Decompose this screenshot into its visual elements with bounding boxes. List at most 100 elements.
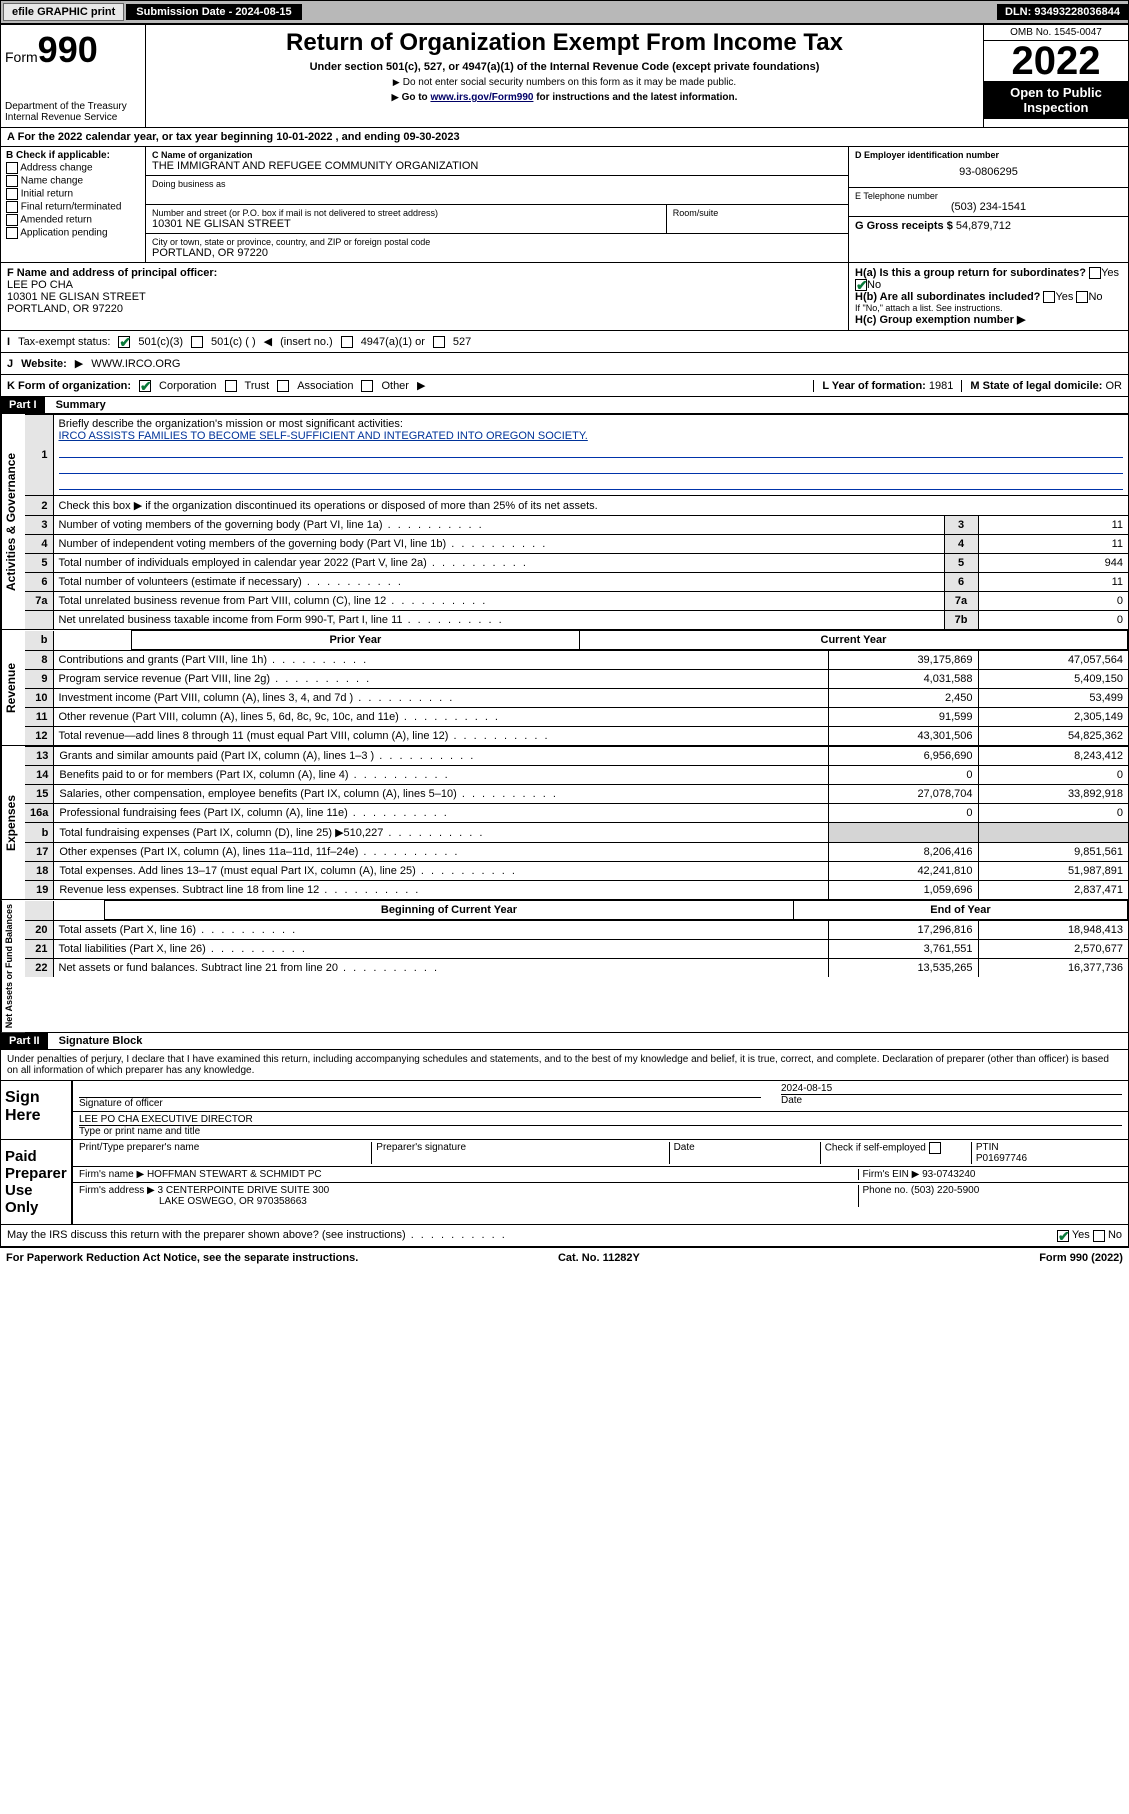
mission-text: IRCO ASSISTS FAMILIES TO BECOME SELF-SUF… xyxy=(59,430,588,442)
hb-no[interactable] xyxy=(1076,291,1088,303)
officer-addr2: PORTLAND, OR 97220 xyxy=(7,303,842,315)
may-irs-row: May the IRS discuss this return with the… xyxy=(0,1225,1129,1246)
table-row: 19Revenue less expenses. Subtract line 1… xyxy=(25,881,1128,900)
hdr-end: End of Year xyxy=(793,901,1127,920)
table-row: 7aTotal unrelated business revenue from … xyxy=(25,592,1128,611)
check-application-pending[interactable]: Application pending xyxy=(6,227,140,239)
org-name: THE IMMIGRANT AND REFUGEE COMMUNITY ORGA… xyxy=(152,160,842,172)
ptin-value: P01697746 xyxy=(976,1153,1027,1164)
top-bar: efile GRAPHIC print Submission Date - 20… xyxy=(0,0,1129,24)
sign-here-label: Sign Here xyxy=(1,1081,71,1139)
table-row: 11Other revenue (Part VIII, column (A), … xyxy=(25,708,1128,727)
may-irs-yes[interactable] xyxy=(1057,1230,1069,1242)
table-row: 6Total number of volunteers (estimate if… xyxy=(25,573,1128,592)
table-row: Net unrelated business taxable income fr… xyxy=(25,611,1128,630)
table-row: 9Program service revenue (Part VIII, lin… xyxy=(25,670,1128,689)
part1-title: Summary xyxy=(48,397,114,413)
identity-block: B Check if applicable: Address change Na… xyxy=(0,147,1129,263)
section-b-label: B Check if applicable: xyxy=(6,150,110,161)
gross-value: 54,879,712 xyxy=(956,220,1011,232)
check-527[interactable] xyxy=(433,336,445,348)
table-row: 20Total assets (Part X, line 16)17,296,8… xyxy=(25,921,1128,940)
officer-block: F Name and address of principal officer:… xyxy=(0,263,1129,331)
table-row: 12Total revenue—add lines 8 through 11 (… xyxy=(25,727,1128,746)
form-title: Return of Organization Exempt From Incom… xyxy=(154,29,975,57)
form-ref: Form 990 (2022) xyxy=(1039,1252,1123,1264)
dba-label: Doing business as xyxy=(152,179,842,189)
dept-label: Department of the Treasury xyxy=(5,101,141,112)
street-value: 10301 NE GLISAN STREET xyxy=(152,218,660,230)
hc-question: H(c) Group exemption number ▶ xyxy=(855,313,1122,326)
check-association[interactable] xyxy=(277,380,289,392)
check-final-return[interactable]: Final return/terminated xyxy=(6,201,140,213)
officer-label: F Name and address of principal officer: xyxy=(7,267,842,279)
check-address-change[interactable]: Address change xyxy=(6,162,140,174)
table-row: 3Number of voting members of the governi… xyxy=(25,516,1128,535)
irs-link[interactable]: www.irs.gov/Form990 xyxy=(430,92,533,103)
ha-no[interactable] xyxy=(855,279,867,291)
year-formation: 1981 xyxy=(929,380,953,392)
table-row: 8Contributions and grants (Part VIII, li… xyxy=(25,651,1128,670)
table-row: bTotal fundraising expenses (Part IX, co… xyxy=(25,823,1128,843)
declaration: Under penalties of perjury, I declare th… xyxy=(0,1050,1129,1081)
check-trust[interactable] xyxy=(225,380,237,392)
open-inspection: Open to Public Inspection xyxy=(984,81,1128,119)
street-label: Number and street (or P.O. box if mail i… xyxy=(152,208,660,218)
page-footer: For Paperwork Reduction Act Notice, see … xyxy=(0,1247,1129,1268)
k-row: K Form of organization: Corporation Trus… xyxy=(0,375,1129,397)
note-ssn: Do not enter social security numbers on … xyxy=(154,77,975,88)
city-label: City or town, state or province, country… xyxy=(152,237,842,247)
ein-value: 93-0806295 xyxy=(855,160,1122,184)
firm-ein: 93-0743240 xyxy=(922,1169,975,1180)
submission-date: Submission Date - 2024-08-15 xyxy=(126,4,301,20)
website-value: WWW.IRCO.ORG xyxy=(91,358,180,370)
check-name-change[interactable]: Name change xyxy=(6,175,140,187)
ha-question: H(a) Is this a group return for subordin… xyxy=(855,267,1122,291)
may-irs-no[interactable] xyxy=(1093,1230,1105,1242)
gross-label: G Gross receipts $ xyxy=(855,220,953,232)
ein-label: D Employer identification number xyxy=(855,150,1122,160)
prep-sig-label: Preparer's signature xyxy=(372,1142,669,1164)
table-row: 17Other expenses (Part IX, column (A), l… xyxy=(25,843,1128,862)
sig-date: 2024-08-15 xyxy=(781,1083,1122,1094)
website-row: J Website: ▶ WWW.IRCO.ORG xyxy=(0,353,1129,375)
part1-header: Part I xyxy=(1,397,45,413)
efile-button[interactable]: efile GRAPHIC print xyxy=(3,3,124,21)
dln-label: DLN: 93493228036844 xyxy=(997,4,1128,20)
table-row: 10Investment income (Part VIII, column (… xyxy=(25,689,1128,708)
note-link: Go to www.irs.gov/Form990 for instructio… xyxy=(154,92,975,103)
officer-addr1: 10301 NE GLISAN STREET xyxy=(7,291,842,303)
check-amended[interactable]: Amended return xyxy=(6,214,140,226)
side-governance: Activities & Governance xyxy=(1,414,25,629)
firm-addr: 3 CENTERPOINTE DRIVE SUITE 300 xyxy=(158,1185,330,1196)
hb-yes[interactable] xyxy=(1043,291,1055,303)
legal-domicile: OR xyxy=(1106,380,1123,392)
cat-no: Cat. No. 11282Y xyxy=(558,1252,640,1264)
officer-typed: LEE PO CHA EXECUTIVE DIRECTOR xyxy=(79,1114,1122,1125)
org-name-label: C Name of organization xyxy=(152,150,842,160)
check-501c[interactable] xyxy=(191,336,203,348)
prep-name-label: Print/Type preparer's name xyxy=(79,1142,372,1164)
check-501c3[interactable] xyxy=(118,336,130,348)
table-row: 16aProfessional fundraising fees (Part I… xyxy=(25,804,1128,823)
hb-question: H(b) Are all subordinates included? Yes … xyxy=(855,291,1122,303)
table-row: 4Number of independent voting members of… xyxy=(25,535,1128,554)
check-4947[interactable] xyxy=(341,336,353,348)
check-initial-return[interactable]: Initial return xyxy=(6,188,140,200)
hdr-beginning: Beginning of Current Year xyxy=(105,901,794,920)
table-row: 21Total liabilities (Part X, line 26)3,7… xyxy=(25,940,1128,959)
check-corporation[interactable] xyxy=(139,380,151,392)
firm-phone: (503) 220-5900 xyxy=(911,1185,979,1196)
city-value: PORTLAND, OR 97220 xyxy=(152,247,842,259)
part2-header: Part II xyxy=(1,1033,48,1049)
table-row: 14Benefits paid to or for members (Part … xyxy=(25,766,1128,785)
side-revenue: Revenue xyxy=(1,630,25,745)
table-row: 5Total number of individuals employed in… xyxy=(25,554,1128,573)
phone-value: (503) 234-1541 xyxy=(855,201,1122,213)
ha-yes[interactable] xyxy=(1089,267,1101,279)
paid-preparer-label: Paid Preparer Use Only xyxy=(1,1140,71,1224)
irs-label: Internal Revenue Service xyxy=(5,112,141,123)
check-other[interactable] xyxy=(361,380,373,392)
tax-year: 2022 xyxy=(984,41,1128,81)
officer-name: LEE PO CHA xyxy=(7,279,842,291)
